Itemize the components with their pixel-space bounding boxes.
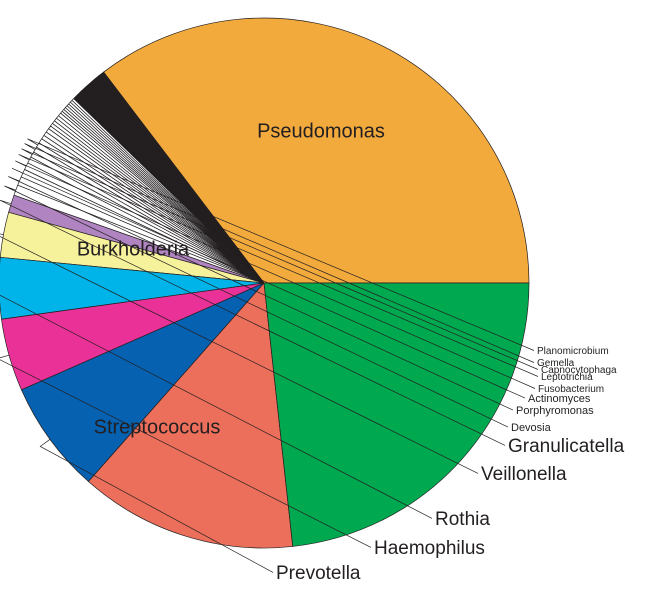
- label-planomicrobium: Planomicrobium: [537, 346, 609, 357]
- label-granulicatella: Granulicatella: [508, 436, 625, 457]
- label-veillonella: Veillonella: [481, 464, 567, 485]
- label-prevotella: Prevotella: [276, 563, 361, 584]
- label-gemella: Gemella: [537, 358, 575, 369]
- label-rothia: Rothia: [435, 509, 490, 530]
- leader-capnocytophaga: [21, 148, 539, 370]
- pie-slices: [0, 17, 530, 549]
- leader-haemophilus: [0, 354, 372, 548]
- leader-devosia: [4, 185, 509, 428]
- label-actinomyces: Actinomyces: [528, 393, 591, 405]
- label-fusobacterium: Fusobacterium: [538, 384, 604, 395]
- leader-fusobacterium: [15, 160, 536, 389]
- leader-granulicatella: [0, 199, 506, 446]
- leader-gemella: [24, 143, 535, 363]
- label-haemophilus: Haemophilus: [374, 538, 485, 559]
- label-devosia: Devosia: [511, 422, 552, 434]
- leader-planomicrobium: [27, 138, 535, 351]
- leader-leptotrichia: [18, 154, 539, 377]
- leader-veillonella: [0, 233, 479, 474]
- label-leptotrichia: Leptotrichia: [541, 372, 593, 383]
- slice-prevotella: [21, 282, 265, 482]
- leader-prevotella: [39, 439, 274, 573]
- label-burkholderia: Burkholderia: [77, 238, 190, 260]
- label-pseudomonas: Pseudomonas: [257, 120, 385, 142]
- leader-actinomyces: [11, 167, 526, 399]
- slice-burkholderia: [263, 282, 530, 547]
- label-streptococcus: Streptococcus: [94, 416, 221, 438]
- leader-porphyromonas: [8, 176, 514, 411]
- label-capnocytophaga: Capnocytophaga: [541, 365, 617, 376]
- slice-labels: Pseudomonas PlanomicrobiumGemellaCapnocyt…: [77, 120, 625, 584]
- label-porphyromonas: Porphyromonas: [516, 405, 594, 417]
- leader-rothia: [0, 294, 433, 519]
- slice-pseudomonas: [103, 17, 530, 284]
- leader-lines: [0, 138, 539, 573]
